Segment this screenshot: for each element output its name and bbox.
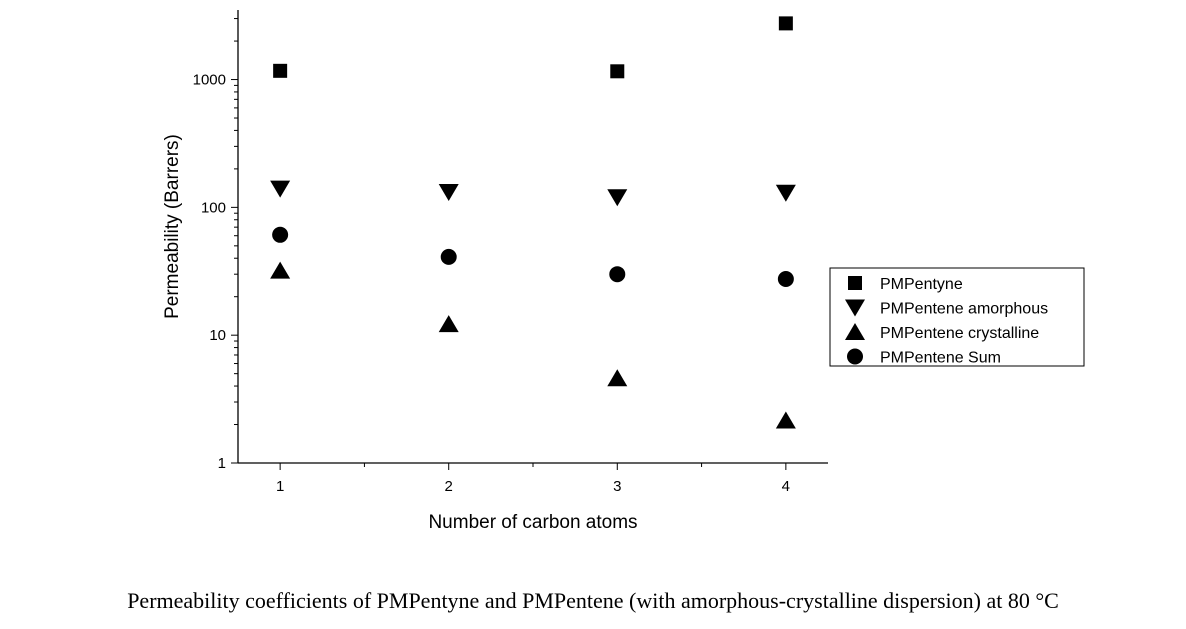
y-tick-label: 1000 [193,72,226,89]
legend-marker [845,299,865,317]
data-point-triangle-down [438,183,459,201]
legend-label: PMPentyne [880,276,963,293]
data-point-circle [272,226,289,243]
x-tick-label: 4 [782,478,790,495]
data-point-triangle-down [270,180,291,198]
data-marks [270,16,796,429]
legend-item: PMPentyne [848,276,963,293]
data-point-triangle-up [607,369,628,387]
data-point-circle [609,266,626,283]
data-point-square [610,64,625,79]
x-ticks: 1 2 3 4 [276,463,790,495]
data-point-triangle-up [438,315,459,333]
data-point-triangle-up [270,261,291,279]
legend-label: PMPentene crystalline [880,325,1039,342]
data-point-square [778,16,793,31]
data-point-triangle-down [775,184,796,202]
x-axis-title: Number of carbon atoms [428,512,637,533]
axes [237,10,828,464]
y-tick-label: 100 [201,199,226,216]
legend-marker [845,323,865,340]
data-point-triangle-up [775,411,796,429]
y-tick-label: 10 [209,327,226,344]
legend-marker [848,276,862,290]
legend-item: PMPentene amorphous [845,299,1048,318]
legend-marker [847,348,863,365]
data-point-circle [440,248,457,265]
data-point-square [273,63,288,78]
data-point-circle [777,271,794,288]
y-axis-title: Permeability (Barrers) [162,134,183,319]
legend-label: PMPentene Sum [880,350,1001,367]
y-ticks: 1 10 100 1000 [193,18,238,472]
x-tick-label: 3 [613,478,621,495]
legend-item: PMPentene Sum [847,348,1001,367]
legend-label: PMPentene amorphous [880,301,1048,318]
data-point-triangle-down [607,189,628,207]
legend-item: PMPentene crystalline [845,323,1039,342]
x-tick-label: 1 [276,478,284,495]
legend-box [829,267,1085,367]
y-tick-label: 1 [218,455,226,472]
figure-caption: Permeability coefficients of PMPentyne a… [127,588,1059,613]
legend: PMPentyne PMPentene amorphous PMPentene cr… [829,267,1085,367]
x-tick-label: 2 [445,478,453,495]
